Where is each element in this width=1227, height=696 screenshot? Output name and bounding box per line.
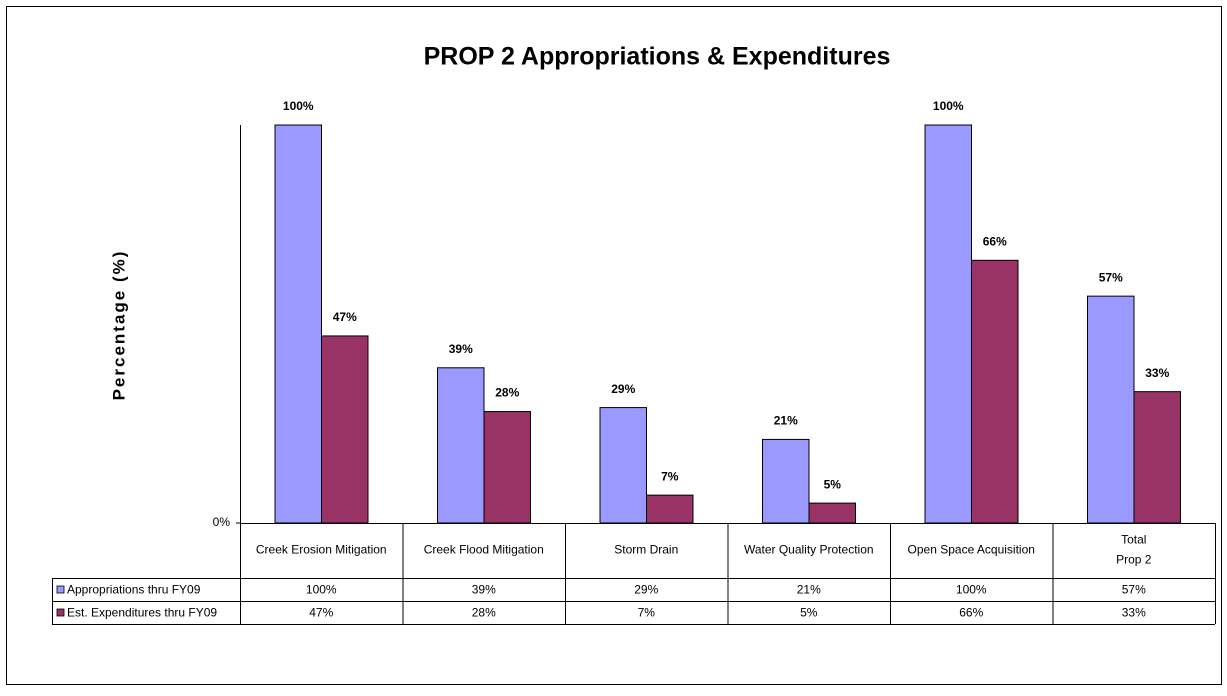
legend-label: Appropriations thru FY09 [67, 583, 201, 597]
bar [646, 494, 694, 524]
table-cell: 66% [959, 606, 983, 620]
data-label: 7% [661, 469, 679, 483]
data-label: 57% [1099, 270, 1123, 284]
table-cell: 21% [797, 583, 821, 597]
data-label: 5% [824, 477, 842, 491]
bar [274, 124, 322, 524]
x-tick-label: Creek Erosion Mitigation [256, 543, 387, 557]
chart-border [6, 6, 1222, 685]
table-cell: 47% [309, 606, 333, 620]
table-cell: 28% [472, 606, 496, 620]
x-tick-label: Storm Drain [614, 543, 678, 557]
table-cell: 39% [472, 583, 496, 597]
legend-key [56, 585, 65, 594]
y-tick-label: 0% [213, 515, 231, 529]
bar [1133, 391, 1181, 524]
data-label: 29% [611, 382, 635, 396]
data-label: 28% [495, 386, 519, 400]
bar [924, 124, 972, 524]
data-label: 21% [774, 414, 798, 428]
data-label: 39% [449, 342, 473, 356]
x-tick-label: Creek Flood Mitigation [424, 543, 544, 557]
bar [762, 438, 810, 524]
data-label: 33% [1145, 366, 1169, 380]
chart-title: PROP 2 Appropriations & Expenditures [424, 43, 891, 71]
bar [1087, 295, 1135, 524]
table-cell: 29% [634, 583, 658, 597]
table-cell: 5% [800, 606, 818, 620]
y-axis-label: Percentage (%) [109, 250, 128, 401]
bar [483, 411, 531, 524]
legend-label: Est. Expenditures thru FY09 [67, 606, 217, 620]
data-label: 47% [333, 310, 357, 324]
bar [437, 367, 485, 524]
data-label: 100% [283, 99, 314, 113]
x-tick-label: Total Prop 2 [1116, 533, 1152, 567]
table-cell: 57% [1122, 583, 1146, 597]
bar [321, 335, 369, 524]
table-cell: 7% [638, 606, 656, 620]
table-cell: 33% [1122, 606, 1146, 620]
legend-key [56, 608, 65, 617]
bar [599, 407, 647, 524]
x-tick-label: Open Space Acquisition [908, 543, 1035, 557]
bar [971, 259, 1019, 524]
bar [808, 502, 856, 524]
data-label: 100% [933, 99, 964, 113]
data-label: 66% [983, 234, 1007, 248]
table-cell: 100% [956, 583, 987, 597]
x-tick-label: Water Quality Protection [744, 543, 874, 557]
table-cell: 100% [306, 583, 337, 597]
